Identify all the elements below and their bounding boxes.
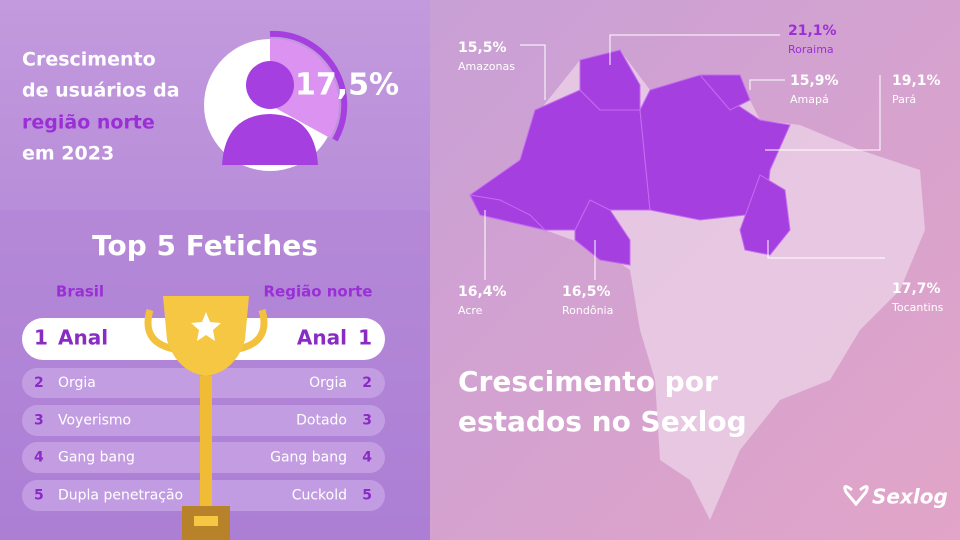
column-header: Região norte: [264, 283, 373, 301]
trophy-star: [191, 312, 221, 341]
rank: 5: [34, 488, 44, 504]
state-shape: [469, 194, 547, 231]
item-norte: Dotado: [296, 413, 347, 429]
item-brasil: Gang bang: [58, 450, 135, 466]
state-shape: [639, 74, 791, 221]
state-name: Tocantins: [891, 301, 944, 314]
state-name: Pará: [892, 93, 916, 106]
ranking-title: Top 5 Fetiches: [92, 229, 318, 262]
state-shape: [739, 174, 791, 256]
state-name: Amazonas: [458, 60, 515, 73]
state-name: Roraima: [788, 43, 834, 56]
headline: Crescimento de usuários da região norte …: [22, 49, 180, 165]
headline-line: em 2023: [22, 143, 114, 165]
leader-line: [767, 240, 885, 259]
item-brasil: Dupla penetração: [58, 488, 183, 504]
logo-icon: [843, 485, 869, 507]
rank: 2: [362, 375, 372, 391]
rank: 2: [34, 375, 44, 391]
rank: 1: [34, 326, 48, 350]
rank: 5: [362, 488, 372, 504]
column-header: Brasil: [56, 283, 104, 301]
person-head: [246, 61, 294, 109]
state-shape: [574, 199, 631, 266]
map-title: estados no Sexlog: [458, 405, 747, 438]
map-title: Crescimento por: [458, 365, 718, 398]
gauge: 17,5%: [204, 30, 399, 171]
headline-highlight: região norte: [22, 112, 155, 134]
logo: Sexlog: [872, 485, 948, 509]
state-name: Rondônia: [562, 304, 613, 317]
rank: 4: [34, 450, 44, 466]
item-brasil: Voyerismo: [58, 413, 131, 429]
trophy: [144, 296, 268, 540]
state-value: 16,4%: [458, 284, 507, 300]
rank: 1: [358, 326, 372, 350]
item-norte: Anal: [297, 326, 347, 350]
gauge-arc: [269, 30, 348, 142]
gauge-slice: [270, 38, 339, 138]
state-value: 21,1%: [788, 23, 837, 39]
item-brasil: Orgia: [58, 375, 96, 391]
item-norte: Orgia: [309, 375, 347, 391]
state-name: Acre: [458, 304, 483, 317]
person-body: [222, 114, 318, 165]
trophy-cup: [163, 296, 249, 376]
trophy-stem: [200, 376, 212, 506]
map: 15,5% Amazonas 21,1% Roraima 15,9% Amapá 19,1%…: [458, 23, 944, 520]
item-norte: Cuckold: [292, 488, 347, 504]
state-value: 15,5%: [458, 40, 507, 56]
leader-line: [520, 44, 546, 100]
state-shape: [698, 74, 751, 111]
state-value: 17,7%: [892, 281, 941, 297]
rank: 3: [34, 413, 44, 429]
item-brasil: Anal: [58, 326, 108, 350]
state-value: 19,1%: [892, 73, 941, 89]
rank: 3: [362, 413, 372, 429]
state-value: 16,5%: [562, 284, 611, 300]
headline-line: Crescimento: [22, 49, 156, 71]
state-name: Amapá: [790, 93, 829, 106]
rank: 4: [362, 450, 372, 466]
leader-line: [609, 34, 780, 65]
state-value: 15,9%: [790, 73, 839, 89]
leader-line: [749, 79, 785, 90]
gauge-value: 17,5%: [295, 68, 399, 103]
item-norte: Gang bang: [270, 450, 347, 466]
headline-line: de usuários da: [22, 80, 180, 102]
trophy-plate: [194, 516, 218, 526]
leader-line: [765, 75, 881, 151]
